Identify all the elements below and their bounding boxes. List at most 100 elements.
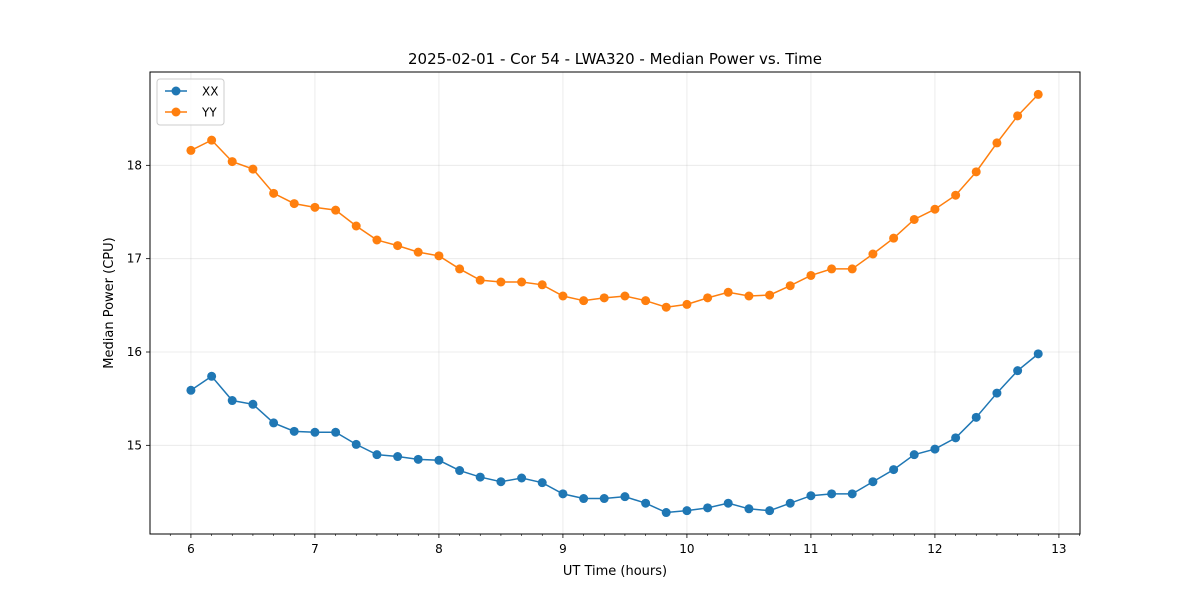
data-point-yy — [971, 167, 981, 177]
data-point-xx — [434, 455, 444, 465]
data-point-xx — [703, 503, 713, 513]
data-point-yy — [744, 291, 754, 301]
x-tick-label: 7 — [311, 542, 319, 556]
data-point-xx — [1013, 366, 1023, 376]
data-point-yy — [661, 302, 671, 312]
data-point-yy — [620, 291, 630, 301]
data-point-xx — [248, 399, 258, 409]
data-point-xx — [806, 491, 816, 501]
x-tick-label: 12 — [927, 542, 942, 556]
data-point-xx — [351, 439, 361, 449]
y-tick-label: 18 — [127, 158, 142, 172]
data-point-xx — [992, 388, 1002, 398]
data-point-yy — [455, 264, 465, 274]
x-tick-label: 9 — [559, 542, 567, 556]
data-point-xx — [393, 452, 403, 462]
data-point-xx — [372, 450, 382, 460]
data-point-xx — [661, 508, 671, 518]
data-point-xx — [558, 489, 568, 499]
data-point-yy — [289, 199, 299, 209]
data-point-yy — [558, 291, 568, 301]
data-point-xx — [847, 489, 857, 499]
x-tick-label: 10 — [679, 542, 694, 556]
data-point-xx — [971, 412, 981, 422]
data-point-yy — [475, 275, 485, 285]
data-point-yy — [269, 188, 279, 198]
chart-title: 2025-02-01 - Cor 54 - LWA320 - Median Po… — [408, 50, 822, 68]
data-point-yy — [992, 138, 1002, 148]
legend-swatch-yy-marker — [171, 107, 181, 117]
plot-frame — [149, 71, 1081, 535]
legend-label-yy: YY — [201, 106, 217, 120]
data-point-yy — [331, 205, 341, 215]
data-point-yy — [537, 280, 547, 290]
data-point-xx — [723, 498, 733, 508]
series-line-yy — [190, 93, 1039, 308]
legend-swatch-xx-marker — [171, 86, 181, 96]
data-point-yy — [599, 293, 609, 303]
data-point-yy — [351, 221, 361, 231]
data-point-yy — [186, 145, 196, 155]
data-point-xx — [207, 371, 217, 381]
data-point-yy — [951, 190, 961, 200]
data-point-xx — [641, 498, 651, 508]
x-tick-label: 11 — [803, 542, 818, 556]
data-point-xx — [496, 477, 506, 487]
data-point-xx — [599, 494, 609, 504]
data-point-yy — [868, 249, 878, 259]
data-point-xx — [289, 426, 299, 436]
data-point-xx — [517, 473, 527, 483]
data-point-xx — [331, 427, 341, 437]
data-point-yy — [372, 235, 382, 245]
data-point-xx — [744, 504, 754, 514]
legend: XX YY — [156, 78, 225, 126]
series-layer — [186, 89, 1043, 518]
data-point-xx — [1033, 349, 1043, 359]
data-point-yy — [413, 247, 423, 257]
legend-label-xx: XX — [202, 85, 218, 99]
data-point-xx — [785, 498, 795, 508]
data-point-yy — [827, 264, 837, 274]
data-point-yy — [785, 281, 795, 291]
data-point-yy — [889, 233, 899, 243]
data-point-xx — [620, 492, 630, 502]
data-point-xx — [269, 418, 279, 428]
data-point-xx — [909, 450, 919, 460]
data-point-yy — [682, 299, 692, 309]
data-point-xx — [227, 396, 237, 406]
data-point-xx — [455, 466, 465, 476]
y-tick-label: 17 — [127, 252, 142, 266]
data-point-xx — [930, 444, 940, 454]
data-point-yy — [579, 296, 589, 306]
x-tick-label: 13 — [1051, 542, 1066, 556]
data-point-xx — [413, 454, 423, 464]
data-point-yy — [310, 202, 320, 212]
data-point-yy — [765, 290, 775, 300]
data-point-yy — [434, 251, 444, 261]
data-point-yy — [1033, 89, 1043, 99]
data-point-yy — [227, 157, 237, 167]
data-point-yy — [847, 264, 857, 274]
data-point-yy — [207, 135, 217, 145]
grid — [150, 72, 1080, 534]
data-point-yy — [1013, 111, 1023, 121]
data-point-xx — [868, 477, 878, 487]
data-point-xx — [186, 385, 196, 395]
data-point-xx — [827, 489, 837, 499]
data-point-yy — [930, 204, 940, 214]
data-point-xx — [765, 506, 775, 516]
data-point-xx — [579, 494, 589, 504]
data-point-xx — [537, 478, 547, 488]
data-point-yy — [517, 277, 527, 287]
data-point-xx — [951, 433, 961, 443]
data-point-xx — [682, 506, 692, 516]
y-tick-label: 16 — [127, 345, 142, 359]
x-axis-label: UT Time (hours) — [563, 564, 667, 579]
y-axis-label: Median Power (CPU) — [102, 237, 117, 368]
data-point-yy — [723, 287, 733, 297]
ticks: 6 7 8 9 10 11 12 13 15 16 17 18 — [127, 158, 1080, 556]
x-tick-label: 8 — [435, 542, 443, 556]
data-point-xx — [310, 427, 320, 437]
x-tick-label: 6 — [187, 542, 195, 556]
data-point-yy — [641, 296, 651, 306]
